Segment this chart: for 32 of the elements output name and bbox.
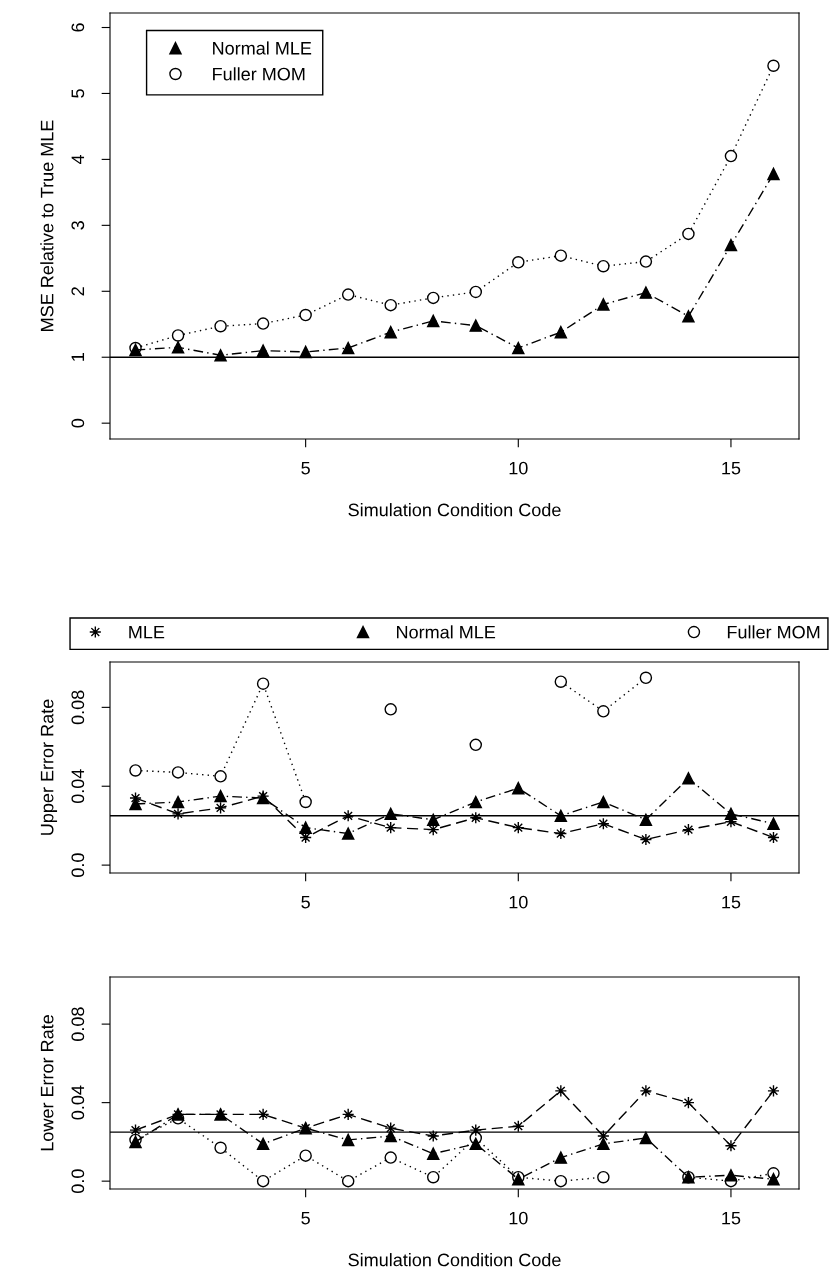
x-axis-title: Simulation Condition Code <box>348 503 561 517</box>
x-tick-label: 5 <box>301 895 310 909</box>
y-tick-label: 0.04 <box>71 1085 85 1120</box>
x-tick-label: 15 <box>722 895 741 909</box>
y-tick-label: 6 <box>71 23 85 32</box>
x-tick-label: 10 <box>509 1211 528 1225</box>
y-axis-title: MSE Relative to True MLE <box>40 120 54 331</box>
y-tick-label: 0.0 <box>71 1169 85 1193</box>
y-tick-label: 0.04 <box>71 769 85 804</box>
legend-label: Normal MLE <box>397 625 496 639</box>
legend-label: Fuller MOM <box>213 67 305 81</box>
y-tick-label: 2 <box>71 287 85 296</box>
y-tick-label: 1 <box>71 353 85 361</box>
y-axis-title: Lower Error Rate <box>40 1015 54 1151</box>
y-tick-label: 0.08 <box>71 1007 85 1041</box>
y-tick-label: 0 <box>71 418 85 428</box>
y-tick-label: 0.0 <box>71 853 85 877</box>
y-tick-label: 3 <box>71 221 85 230</box>
x-tick-label: 15 <box>722 1211 741 1225</box>
legend-label: Normal MLE <box>213 41 312 55</box>
y-tick-label: 0.08 <box>71 690 85 725</box>
legend-label: MLE <box>129 625 165 639</box>
y-tick-label: 5 <box>71 89 85 98</box>
x-axis-title: Simulation Condition Code <box>348 1253 561 1267</box>
x-tick-label: 5 <box>301 461 310 475</box>
x-tick-label: 15 <box>722 461 741 475</box>
x-tick-label: 10 <box>509 461 528 475</box>
y-tick-label: 4 <box>71 154 85 164</box>
y-axis-title: Upper Error Rate <box>40 699 58 835</box>
x-tick-label: 5 <box>301 1211 310 1225</box>
legend-label: Fuller MOM <box>727 625 820 639</box>
x-tick-label: 10 <box>509 895 528 909</box>
